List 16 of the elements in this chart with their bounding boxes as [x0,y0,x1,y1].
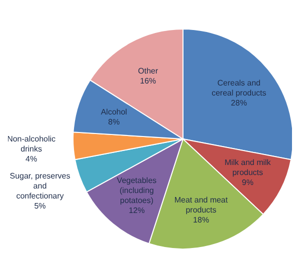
data-label: 12% [128,205,145,214]
slice-label: Alcohol [100,107,128,116]
slice-label: Sugar, preserves and confectionary [10,170,70,200]
slice-label: Vegetables (including potatoes) [116,175,157,204]
slice-label: Meat and meat products [174,194,229,214]
data-label: 16% [140,76,156,85]
slice-label: Non-alcoholic drinks [7,134,56,154]
data-label: 9% [242,177,254,186]
slice-label: Cereals and cereal products [212,78,266,98]
data-label: 18% [193,214,210,224]
slice-label: Milk and milk products [224,157,272,176]
data-label: 28% [230,98,247,108]
data-label: 4% [26,154,38,164]
data-label: 8% [108,117,120,126]
slice-label: Other [138,66,158,75]
data-label: 5% [34,200,46,210]
